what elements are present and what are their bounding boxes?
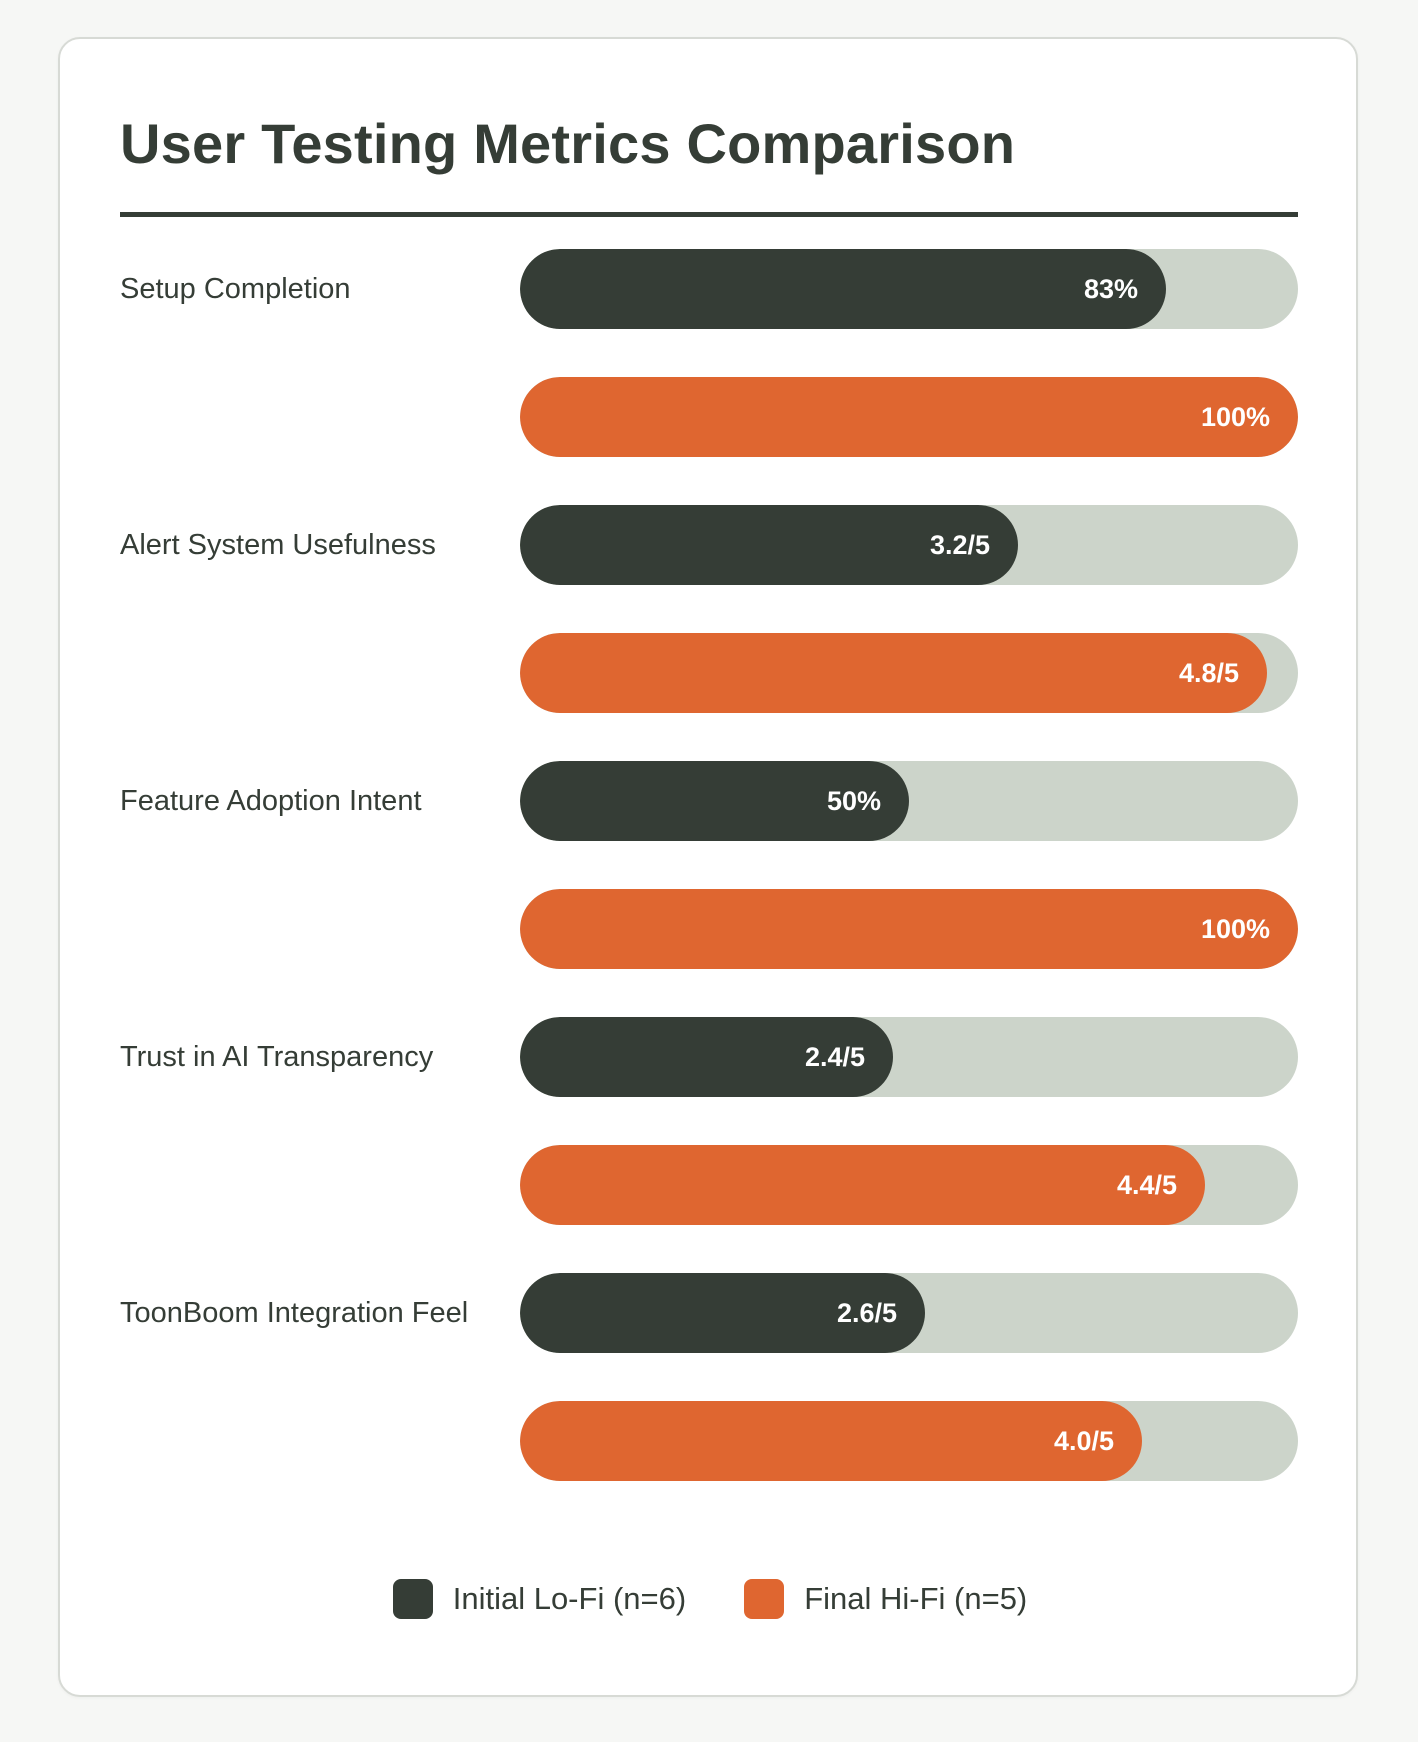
bar-track: 3.2/5 — [520, 505, 1298, 585]
metric-label: Feature Adoption Intent — [120, 785, 422, 817]
bar-value-label: 50% — [826, 786, 881, 816]
bar-track: 4.4/5 — [520, 1145, 1298, 1225]
legend-label: Initial Lo-Fi (n=6) — [452, 1581, 687, 1616]
title-divider — [120, 212, 1298, 217]
bar-track: 4.8/5 — [520, 633, 1298, 713]
chart-card: User Testing Metrics Comparison Setup Co… — [58, 37, 1358, 1697]
bar-chart: Setup Completion 83% 100% Alert System Usef… — [60, 39, 1360, 1699]
bar-value-label: 4.8/5 — [1178, 658, 1239, 688]
legend-item: Final Hi-Fi (n=5) — [744, 1579, 1027, 1619]
lofi-bar — [520, 1017, 893, 1097]
hifi-bar — [520, 633, 1267, 713]
hifi-bar — [520, 1145, 1205, 1225]
chart-title: User Testing Metrics Comparison — [120, 112, 1016, 175]
bar-value-label: 83% — [1083, 274, 1138, 304]
lofi-bar — [520, 505, 1018, 585]
bar-value-label: 100% — [1200, 402, 1270, 432]
hifi-bar — [520, 1401, 1142, 1481]
chart-legend: Initial Lo-Fi (n=6) Final Hi-Fi (n=5) — [60, 1574, 1360, 1624]
metric-label: Trust in AI Transparency — [120, 1041, 434, 1073]
bar-value-label: 2.4/5 — [804, 1042, 865, 1072]
metric-label: ToonBoom Integration Feel — [120, 1297, 469, 1329]
lofi-bar — [520, 761, 909, 841]
bar-value-label: 4.4/5 — [1116, 1170, 1177, 1200]
bar-track: 4.0/5 — [520, 1401, 1298, 1481]
hifi-bar — [520, 377, 1298, 457]
bar-track: 2.6/5 — [520, 1273, 1298, 1353]
bar-track: 100% — [520, 889, 1298, 969]
bar-value-label: 100% — [1200, 914, 1270, 944]
bar-value-label: 4.0/5 — [1053, 1426, 1114, 1456]
metric-label: Alert System Usefulness — [120, 529, 436, 561]
bar-track: 100% — [520, 377, 1298, 457]
legend-swatch — [744, 1579, 785, 1619]
bar-track: 83% — [520, 249, 1298, 329]
bar-value-label: 3.2/5 — [929, 530, 990, 560]
bar-value-label: 2.6/5 — [836, 1298, 897, 1328]
legend-label: Final Hi-Fi (n=5) — [804, 1581, 1028, 1616]
bar-track: 2.4/5 — [520, 1017, 1298, 1097]
hifi-bar — [520, 889, 1298, 969]
lofi-bar — [520, 249, 1166, 329]
bar-track: 50% — [520, 761, 1298, 841]
lofi-bar — [520, 1273, 925, 1353]
legend-item: Initial Lo-Fi (n=6) — [392, 1579, 687, 1619]
legend-swatch — [392, 1579, 433, 1619]
metric-label: Setup Completion — [120, 273, 351, 305]
